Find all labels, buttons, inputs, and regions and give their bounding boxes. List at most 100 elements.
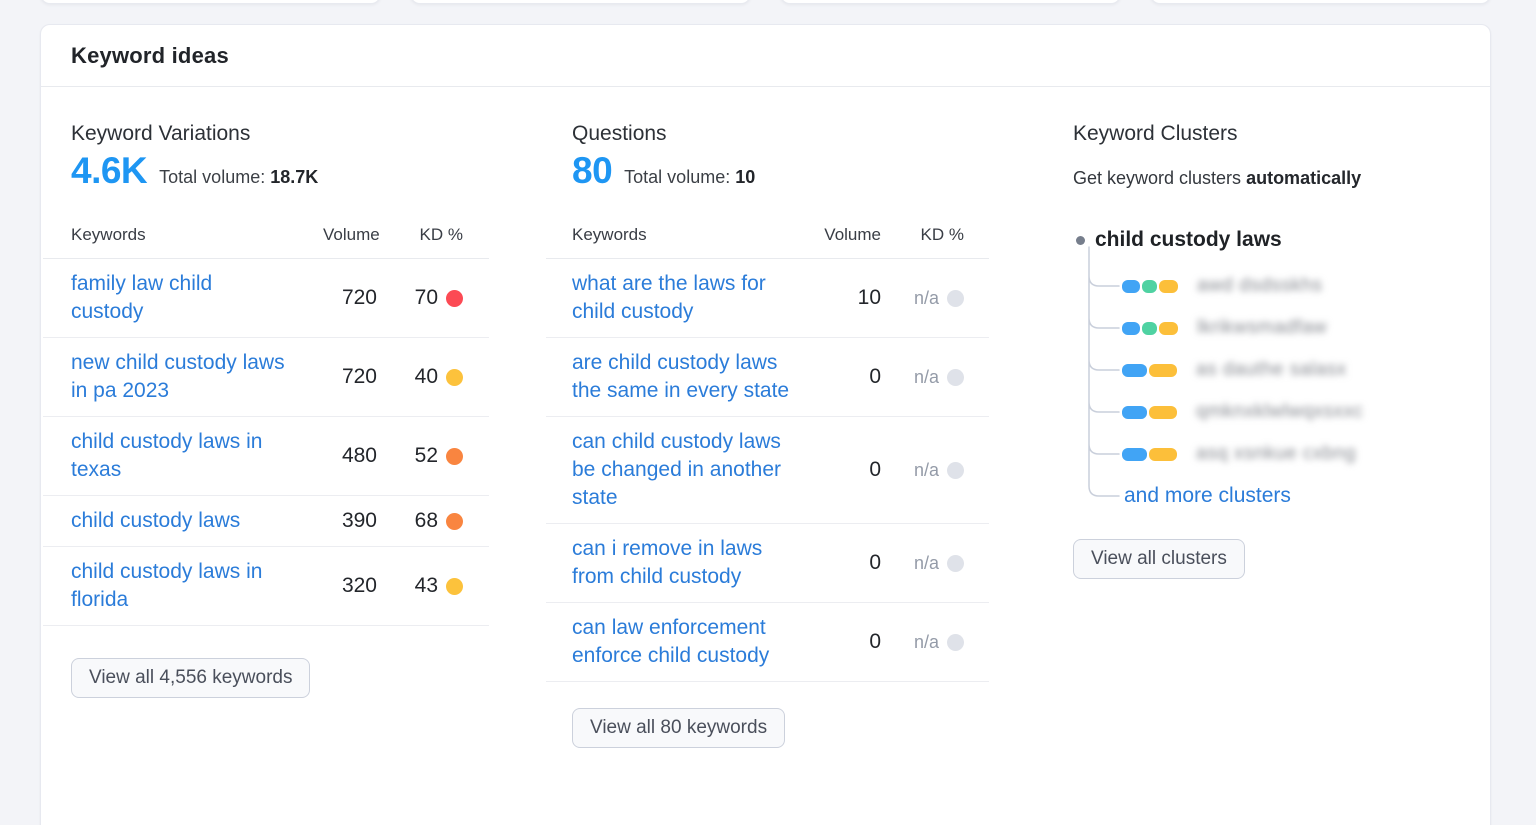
view-all-clusters-button[interactable]: View all clusters xyxy=(1073,539,1245,579)
kd-cell: n/a xyxy=(881,553,989,574)
volume-value: 390 xyxy=(341,509,377,532)
cluster-share-bar xyxy=(1122,447,1177,461)
total-volume-label: Total volume: xyxy=(624,167,731,187)
cluster-item: lkrikwsmadfaw xyxy=(1122,307,1327,349)
keyword-link[interactable]: child custody laws in texas xyxy=(71,430,263,481)
variations-total: Total volume: 18.7K xyxy=(159,167,318,188)
kd-cell: 68 xyxy=(393,509,489,533)
card-body: Keyword Variations 4.6K Total volume: 18… xyxy=(41,87,1490,824)
keyword-link[interactable]: can child custody laws be changed in ano… xyxy=(572,430,782,509)
kd-cell: n/a xyxy=(881,460,989,481)
more-clusters-link[interactable]: and more clusters xyxy=(1124,484,1291,507)
bar-segment-blue xyxy=(1122,279,1140,293)
table-row: are child custody laws the same in every… xyxy=(546,338,989,417)
cluster-name: child custody laws xyxy=(1095,228,1282,251)
bar-segment-green xyxy=(1142,321,1157,335)
volume-value: 0 xyxy=(869,630,881,653)
keyword-link[interactable]: can i remove in laws from child custody xyxy=(572,537,763,588)
kd-cell: n/a xyxy=(881,632,989,653)
table-row: new child custody laws in pa 2023 720 40 xyxy=(43,338,489,417)
volume-value: 480 xyxy=(341,444,377,467)
volume-value: 10 xyxy=(857,286,881,309)
variations-stat: 4.6K Total volume: 18.7K xyxy=(43,151,489,191)
cluster-keyword-link[interactable]: lkrikwsmadfaw xyxy=(1197,317,1328,338)
kd-cell: n/a xyxy=(881,367,989,388)
cluster-share-bar xyxy=(1122,405,1177,419)
cluster-item: as dauthe salasx xyxy=(1122,349,1347,391)
cluster-share-bar xyxy=(1122,279,1178,293)
cluster-share-bar xyxy=(1122,363,1177,377)
table-row: family law child custody 720 70 xyxy=(43,259,489,338)
bullet-icon xyxy=(1076,235,1085,245)
bar-segment-blue xyxy=(1122,321,1140,335)
kd-value: 40 xyxy=(414,365,438,388)
view-all-questions-button[interactable]: View all 80 keywords xyxy=(572,708,786,748)
kd-cell: 52 xyxy=(393,444,489,468)
partial-card xyxy=(1150,0,1491,4)
keyword-variations-section: Keyword Variations 4.6K Total volume: 18… xyxy=(43,121,489,698)
table-row: what are the laws for child custody 10 n… xyxy=(546,259,989,338)
table-row: can child custody laws be changed in ano… xyxy=(546,417,989,524)
kd-dot-icon xyxy=(446,512,463,530)
bar-segment-yellow xyxy=(1149,447,1177,461)
kd-cell: 40 xyxy=(393,365,489,389)
kd-dot-icon xyxy=(446,447,463,465)
cluster-keyword-link[interactable]: awd dsdsskhs xyxy=(1197,275,1323,296)
cluster-item: qmknxklwlwqxsxxc xyxy=(1122,391,1363,433)
volume-value: 720 xyxy=(341,365,377,388)
kd-cell: 70 xyxy=(393,286,489,310)
cluster-keyword-link[interactable]: qmknxklwlwqxsxxc xyxy=(1196,401,1364,422)
col-header-keywords: Keywords xyxy=(572,225,647,244)
questions-section: Questions 80 Total volume: 10 Keywords V… xyxy=(546,121,989,748)
volume-value: 720 xyxy=(341,286,377,309)
tree-connector xyxy=(1088,246,1120,497)
kd-dot-icon xyxy=(446,577,463,595)
variations-count: 4.6K xyxy=(71,150,148,191)
keyword-link[interactable]: child custody laws xyxy=(71,509,241,532)
cluster-keyword-link[interactable]: asq xsnkue cxbng xyxy=(1196,443,1357,464)
bar-segment-green xyxy=(1142,279,1157,293)
more-clusters-row: and more clusters xyxy=(1124,475,1291,517)
questions-stat: 80 Total volume: 10 xyxy=(546,151,989,191)
clusters-subtitle-text: Get keyword clusters xyxy=(1073,168,1247,188)
bar-segment-blue xyxy=(1122,363,1147,377)
keyword-link[interactable]: new child custody laws in pa 2023 xyxy=(71,351,285,402)
keyword-link[interactable]: can law enforcement enforce child custod… xyxy=(572,616,770,667)
total-volume-label: Total volume: xyxy=(159,167,266,187)
partial-card xyxy=(40,0,381,4)
section-title-variations: Keyword Variations xyxy=(71,122,251,145)
clusters-subtitle: Get keyword clusters automatically xyxy=(1073,168,1361,189)
table-row: can i remove in laws from child custody … xyxy=(546,524,989,603)
keyword-link[interactable]: family law child custody xyxy=(71,272,213,323)
kd-cell: 43 xyxy=(393,574,489,598)
questions-total: Total volume: 10 xyxy=(624,167,755,188)
total-volume-value: 10 xyxy=(735,167,756,187)
bar-segment-blue xyxy=(1122,447,1147,461)
table-row: can law enforcement enforce child custod… xyxy=(546,603,989,682)
variations-table: Keywords Volume KD % family law child cu… xyxy=(43,225,489,626)
page-title: Keyword ideas xyxy=(71,42,229,68)
keyword-clusters-section: Keyword Clusters Get keyword clusters au… xyxy=(1073,121,1473,781)
cluster-keyword-link[interactable]: as dauthe salasx xyxy=(1196,359,1347,380)
kd-value: n/a xyxy=(913,287,939,308)
card-header: Keyword ideas xyxy=(41,25,1490,87)
keyword-link[interactable]: are child custody laws the same in every… xyxy=(572,351,790,402)
keyword-link[interactable]: what are the laws for child custody xyxy=(572,272,766,323)
na-dot-icon xyxy=(947,289,964,307)
clusters-subtitle-bold: automatically xyxy=(1246,168,1362,188)
table-row: child custody laws in texas 480 52 xyxy=(43,417,489,496)
na-dot-icon xyxy=(947,633,964,651)
col-header-volume: Volume xyxy=(323,225,380,244)
view-all-keywords-button[interactable]: View all 4,556 keywords xyxy=(71,658,311,698)
kd-value: n/a xyxy=(913,459,939,480)
section-title-questions: Questions xyxy=(572,122,667,145)
na-dot-icon xyxy=(947,461,964,479)
total-volume-value: 18.7K xyxy=(270,167,319,187)
volume-value: 320 xyxy=(341,574,377,597)
keyword-link[interactable]: child custody laws in florida xyxy=(71,560,263,611)
table-row: child custody laws in florida 320 43 xyxy=(43,547,489,626)
kd-value: 52 xyxy=(414,444,438,467)
na-dot-icon xyxy=(947,554,964,572)
kd-dot-icon xyxy=(446,289,463,307)
